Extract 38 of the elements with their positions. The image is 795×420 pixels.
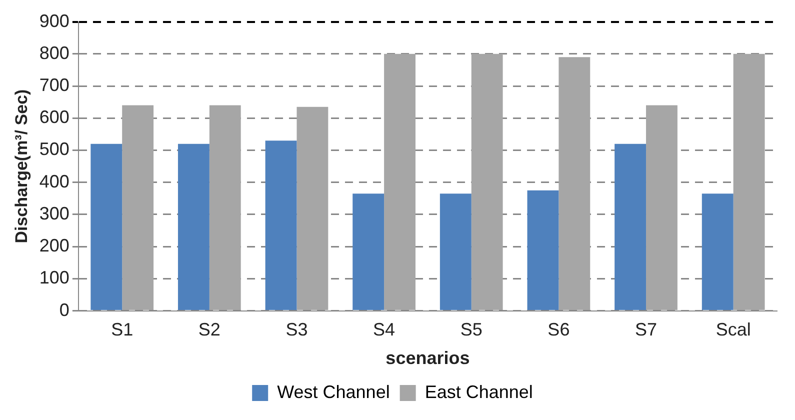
y-axis-title: Discharge(m³/ Sec) <box>12 89 31 244</box>
x-tick-label: S5 <box>460 320 482 340</box>
y-tick-label: 500 <box>39 139 70 160</box>
y-tick-label: 600 <box>39 107 70 128</box>
legend-label: West Channel <box>277 382 390 402</box>
bar <box>614 144 646 310</box>
bar <box>122 105 154 310</box>
y-tick-label: 0 <box>59 300 70 320</box>
y-tick-label: 800 <box>39 42 70 63</box>
y-tick-label: 400 <box>39 171 70 192</box>
bar <box>384 54 416 310</box>
y-tick-label: 300 <box>39 203 70 224</box>
bar <box>558 57 590 310</box>
bar <box>296 106 328 310</box>
x-axis-title: scenarios <box>386 348 470 368</box>
bar <box>646 105 678 310</box>
bar <box>178 144 210 310</box>
x-tick-label: Scal <box>716 320 751 340</box>
bar <box>702 194 734 310</box>
bar <box>265 140 297 310</box>
x-tick-label: S2 <box>198 320 220 340</box>
x-tick-label: S7 <box>635 320 658 340</box>
y-tick-label: 900 <box>39 10 70 31</box>
legend-label: East Channel <box>424 382 533 402</box>
y-tick-label: 100 <box>39 268 70 288</box>
y-tick-label: 200 <box>39 236 70 256</box>
bar <box>527 190 559 310</box>
x-tick-label: S4 <box>373 320 396 340</box>
x-tick-label: S1 <box>111 320 134 340</box>
x-tick-label: S3 <box>286 320 308 340</box>
y-tick-label: 700 <box>39 74 70 95</box>
bar <box>352 194 384 310</box>
bar <box>440 194 472 310</box>
bar <box>733 54 765 310</box>
x-tick-label: S6 <box>548 320 570 340</box>
bar <box>90 144 122 310</box>
bar <box>471 54 503 310</box>
bar <box>209 105 241 310</box>
